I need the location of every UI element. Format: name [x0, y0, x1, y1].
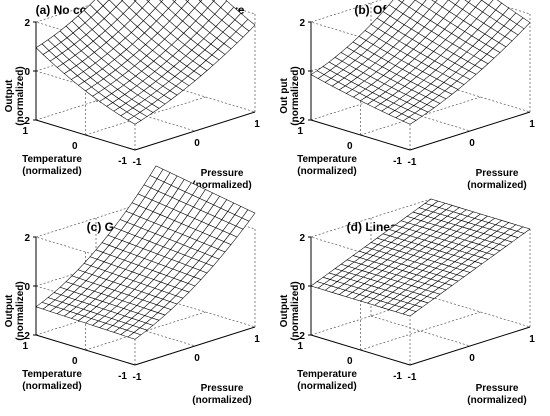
y-axis-line: [310, 334, 411, 366]
subplot-c: (c) Gain correction-202-101-101Output(no…: [4, 165, 260, 406]
z-tick-label: -2: [296, 116, 305, 127]
y-axis-line: [35, 334, 136, 366]
grid-line: [35, 285, 136, 317]
grid-line: [430, 296, 531, 328]
x-tick-label: -1: [408, 372, 417, 383]
grid-line: [85, 96, 206, 136]
x-tick-label: -1: [133, 157, 142, 168]
y-tick-label: 0: [72, 141, 78, 152]
y-tick-label: 1: [22, 126, 28, 137]
z-tick-label: 2: [299, 233, 305, 244]
x-tick-label: -1: [133, 372, 142, 383]
x-axis-label: Pressure (normalized): [192, 168, 251, 191]
x-axis-label: Pressure (normalized): [467, 168, 526, 191]
y-tick-label: 1: [297, 341, 303, 352]
z-axis-label: Out put(normalized): [279, 66, 301, 125]
x-axis-label: Pressure (normalized): [467, 383, 526, 406]
grid-line: [360, 96, 481, 136]
surface-cell: [127, 116, 142, 125]
z-axis-label: Output(normalized): [4, 281, 26, 340]
grid-line: [360, 311, 481, 351]
subplot-d: (d) Linearity correction-202-101-101Outp…: [279, 198, 535, 406]
x-tick-label: 1: [529, 334, 535, 345]
grid-line: [35, 70, 136, 102]
grid-line: [370, 315, 471, 347]
grid-line: [310, 198, 432, 238]
y-tick-label: 0: [347, 356, 353, 367]
z-tick-label: 0: [299, 282, 305, 293]
z-tick-label: 2: [24, 18, 30, 29]
y-axis-line: [35, 119, 136, 151]
z-tick-label: 0: [24, 282, 30, 293]
surface-cell: [402, 116, 417, 125]
x-tick-label: 1: [254, 119, 260, 130]
x-axis-line: [134, 111, 256, 151]
x-axis-line: [134, 326, 256, 366]
surface-mesh: [310, 198, 531, 317]
z-tick-label: 0: [24, 67, 30, 78]
x-axis-label: Pressure (normalized): [192, 383, 251, 406]
x-axis-line: [409, 326, 531, 366]
surface-mesh: [35, 0, 256, 125]
y-axis-label: Temperature (normalized): [22, 154, 82, 177]
y-tick-label: -1: [393, 371, 402, 382]
x-tick-label: -1: [408, 157, 417, 168]
z-tick-label: 0: [299, 67, 305, 78]
grid-line: [35, 0, 107, 23]
y-tick-label: 0: [72, 356, 78, 367]
y-tick-label: 1: [22, 341, 28, 352]
x-tick-label: 1: [529, 119, 535, 130]
z-tick-label: -2: [296, 331, 305, 342]
y-tick-label: 1: [297, 126, 303, 137]
z-tick-label: -2: [21, 116, 30, 127]
y-axis-line: [310, 119, 411, 151]
z-tick-label: -2: [21, 331, 30, 342]
z-axis-label: Output(normalized): [279, 281, 301, 340]
z-tick-label: 2: [299, 18, 305, 29]
surface-cell: [402, 309, 417, 317]
y-axis-label: Temperature (normalized): [297, 154, 357, 177]
x-tick-label: 1: [254, 334, 260, 345]
y-tick-label: -1: [118, 371, 127, 382]
grid-line: [85, 311, 206, 351]
grid-line: [310, 0, 382, 23]
y-tick-label: -1: [393, 156, 402, 167]
x-axis-line: [409, 111, 531, 151]
x-tick-label: 0: [194, 353, 200, 364]
x-tick-label: 0: [469, 353, 475, 364]
surface-cell: [127, 332, 142, 340]
surface-mesh: [310, 0, 531, 125]
x-tick-label: 0: [469, 138, 475, 149]
surface-mesh: [35, 165, 256, 340]
z-tick-label: 2: [24, 233, 30, 244]
y-axis-label: Temperature (normalized): [22, 369, 82, 392]
y-tick-label: -1: [118, 156, 127, 167]
subplot-a: (a) No corrected measurement curve-202-1…: [4, 0, 260, 191]
z-axis-label: Output(normalized): [4, 66, 26, 125]
y-tick-label: 0: [347, 141, 353, 152]
y-axis-label: Temperature (normalized): [297, 369, 357, 392]
x-tick-label: 0: [194, 138, 200, 149]
